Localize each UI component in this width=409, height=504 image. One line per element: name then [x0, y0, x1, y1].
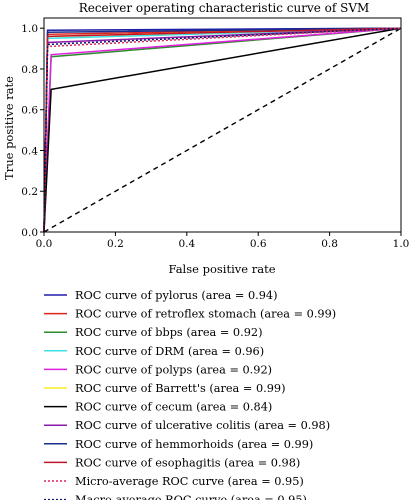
- y-tick-label: 0.4: [21, 145, 38, 157]
- plot-frame: [43, 17, 402, 233]
- axes: 0.0 0.2 0.4 0.6 0.8 1.0 0.0 0.2 0.4 0.6 0.8 1.0: [21, 17, 409, 250]
- y-tick-label: 0.0: [21, 227, 38, 239]
- legend-label-8: ROC curve of ulcerative colitis (area = …: [75, 419, 330, 432]
- y-tick-label: 0.2: [21, 186, 38, 198]
- x-tick-label: 1.0: [393, 238, 409, 250]
- legend-label-4: ROC curve of DRM (area = 0.96): [75, 345, 264, 358]
- x-tick-label: 0.6: [250, 238, 267, 250]
- legend-label-7: ROC curve of cecum (area = 0.84): [75, 401, 272, 414]
- y-tick-label: 0.6: [21, 105, 38, 117]
- legend-label-2: ROC curve of retroflex stomach (area = 0…: [75, 308, 336, 321]
- legend: ROC curve of pylorus (area = 0.94) ROC cu…: [44, 289, 336, 504]
- x-tick-label: 0.2: [107, 238, 124, 250]
- x-tick-label: 0.8: [321, 238, 338, 250]
- y-tick-label: 1.0: [21, 23, 38, 35]
- reference-diagonal-line: [43, 27, 402, 233]
- y-tick-label: 0.8: [21, 64, 38, 76]
- x-axis-label: False positive rate: [169, 262, 276, 276]
- x-tick-label: 0.4: [178, 238, 195, 250]
- legend-label-10: ROC curve of esophagitis (area = 0.98): [75, 456, 300, 469]
- x-tick-label: 0.0: [36, 238, 53, 250]
- chart-title: Receiver operating characteristic curve …: [79, 1, 370, 15]
- roc-series-line-7: [43, 27, 402, 233]
- plot-area: [43, 27, 402, 233]
- y-axis-label: True positive rate: [2, 76, 16, 180]
- legend-label-3: ROC curve of bbps (area = 0.92): [75, 326, 263, 339]
- legend-label-12: Macro-average ROC curve (area = 0.95): [75, 494, 307, 500]
- legend-label-6: ROC curve of Barrett's (area = 0.99): [75, 382, 286, 395]
- legend-label-5: ROC curve of polyps (area = 0.92): [75, 363, 272, 376]
- legend-label-11: Micro-average ROC curve (area = 0.95): [75, 475, 304, 488]
- legend-label-1: ROC curve of pylorus (area = 0.94): [75, 289, 278, 302]
- legend-label-9: ROC curve of hemmorhoids (area = 0.99): [75, 438, 313, 451]
